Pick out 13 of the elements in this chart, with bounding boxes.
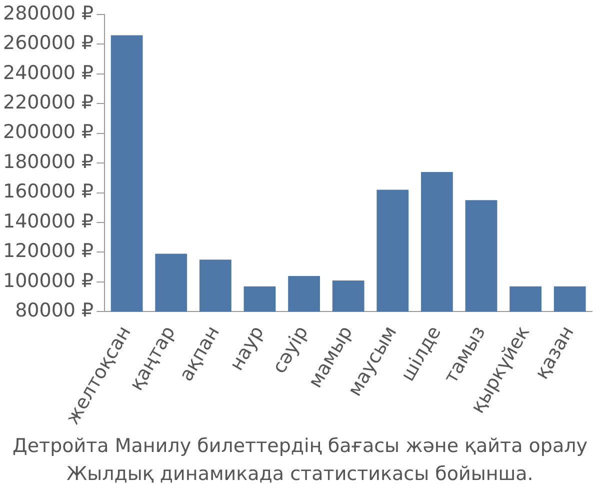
y-tick-label: 180000 ₽ (2, 150, 94, 173)
y-tick-label: 240000 ₽ (2, 62, 94, 84)
y-tick-label: 280000 ₽ (2, 2, 94, 24)
y-tick-label: 160000 ₽ (2, 180, 94, 203)
y-tick-label: 120000 ₽ (2, 240, 94, 262)
y-tick-label: 140000 ₽ (2, 210, 94, 232)
text: Жылдық динамикада статистикасы бойынша. (66, 462, 534, 487)
y-tick-label: 200000 ₽ (2, 121, 94, 144)
y-tick-label: 220000 ₽ (2, 92, 94, 114)
y-tick-label: 100000 ₽ (2, 270, 94, 292)
text: Детройта Манилу билеттердің бағасы және қайта оралу (11, 434, 588, 459)
y-tick-label: 260000 ₽ (2, 32, 94, 54)
y-tick-label: 80000 ₽ (15, 300, 94, 322)
